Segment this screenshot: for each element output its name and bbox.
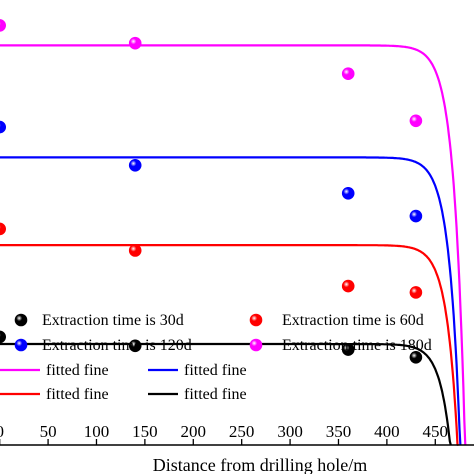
legend-fit-label-1: fitted fine [184,386,247,403]
x-tick-label: 350 [326,422,352,441]
x-tick-label: 100 [84,422,110,441]
data-point-s4-2 [128,36,142,50]
x-tick-label: 0 [0,422,4,441]
x-tick-label: 250 [229,422,255,441]
legend-marker-2 [249,313,263,327]
data-point-s3-3 [341,187,355,200]
x-axis-label: Distance from drilling hole/m [153,455,367,474]
data-points [0,19,423,364]
fit-line-4 [0,44,467,446]
x-ticks: 0 50 100 150 200 250 300 350 400 450 [0,422,448,445]
data-point-s2-1 [0,222,6,236]
fit-line-3 [0,156,462,446]
fit-line-1 [0,342,452,446]
x-tick-label: 300 [277,422,303,441]
data-point-s3-4 [409,209,423,223]
x-tick-label: 450 [423,422,449,441]
data-point-s2-4 [409,286,423,299]
x-tick-label: 50 [40,422,57,441]
data-point-s2-2 [128,244,142,257]
fit-curves [0,44,467,447]
legend-label-3: Extraction time is 120d [42,337,192,354]
legend-marker-3 [14,338,28,352]
legend-fit-label-3: fitted fine [184,362,247,379]
data-point-s1-2 [128,339,142,353]
legend-marker-4 [249,338,263,352]
data-point-s1-1 [0,330,6,344]
legend-fit-label-2: fitted fine [46,386,109,403]
legend-label-1: Extraction time is 30d [42,312,184,329]
x-tick-label: 150 [132,422,158,441]
data-point-s4-1 [0,19,6,32]
data-point-s4-4 [409,114,423,128]
legend-label-4: Extraction time is 180d [282,337,432,354]
x-tick-label: 200 [181,422,207,441]
fit-line-2 [0,244,459,447]
data-point-s3-1 [0,120,6,134]
data-point-s1-4 [409,350,423,364]
legend-fit-label-4: fitted fine [46,362,109,379]
legend: Extraction time is 30d Extraction time is… [0,312,432,403]
data-point-s4-3 [341,67,355,80]
data-point-s2-3 [341,279,355,293]
legend-label-2: Extraction time is 60d [282,312,424,329]
data-point-s3-2 [128,159,142,172]
x-tick-label: 400 [374,422,400,441]
data-point-s1-3 [341,343,355,356]
legend-marker-1 [14,313,28,327]
